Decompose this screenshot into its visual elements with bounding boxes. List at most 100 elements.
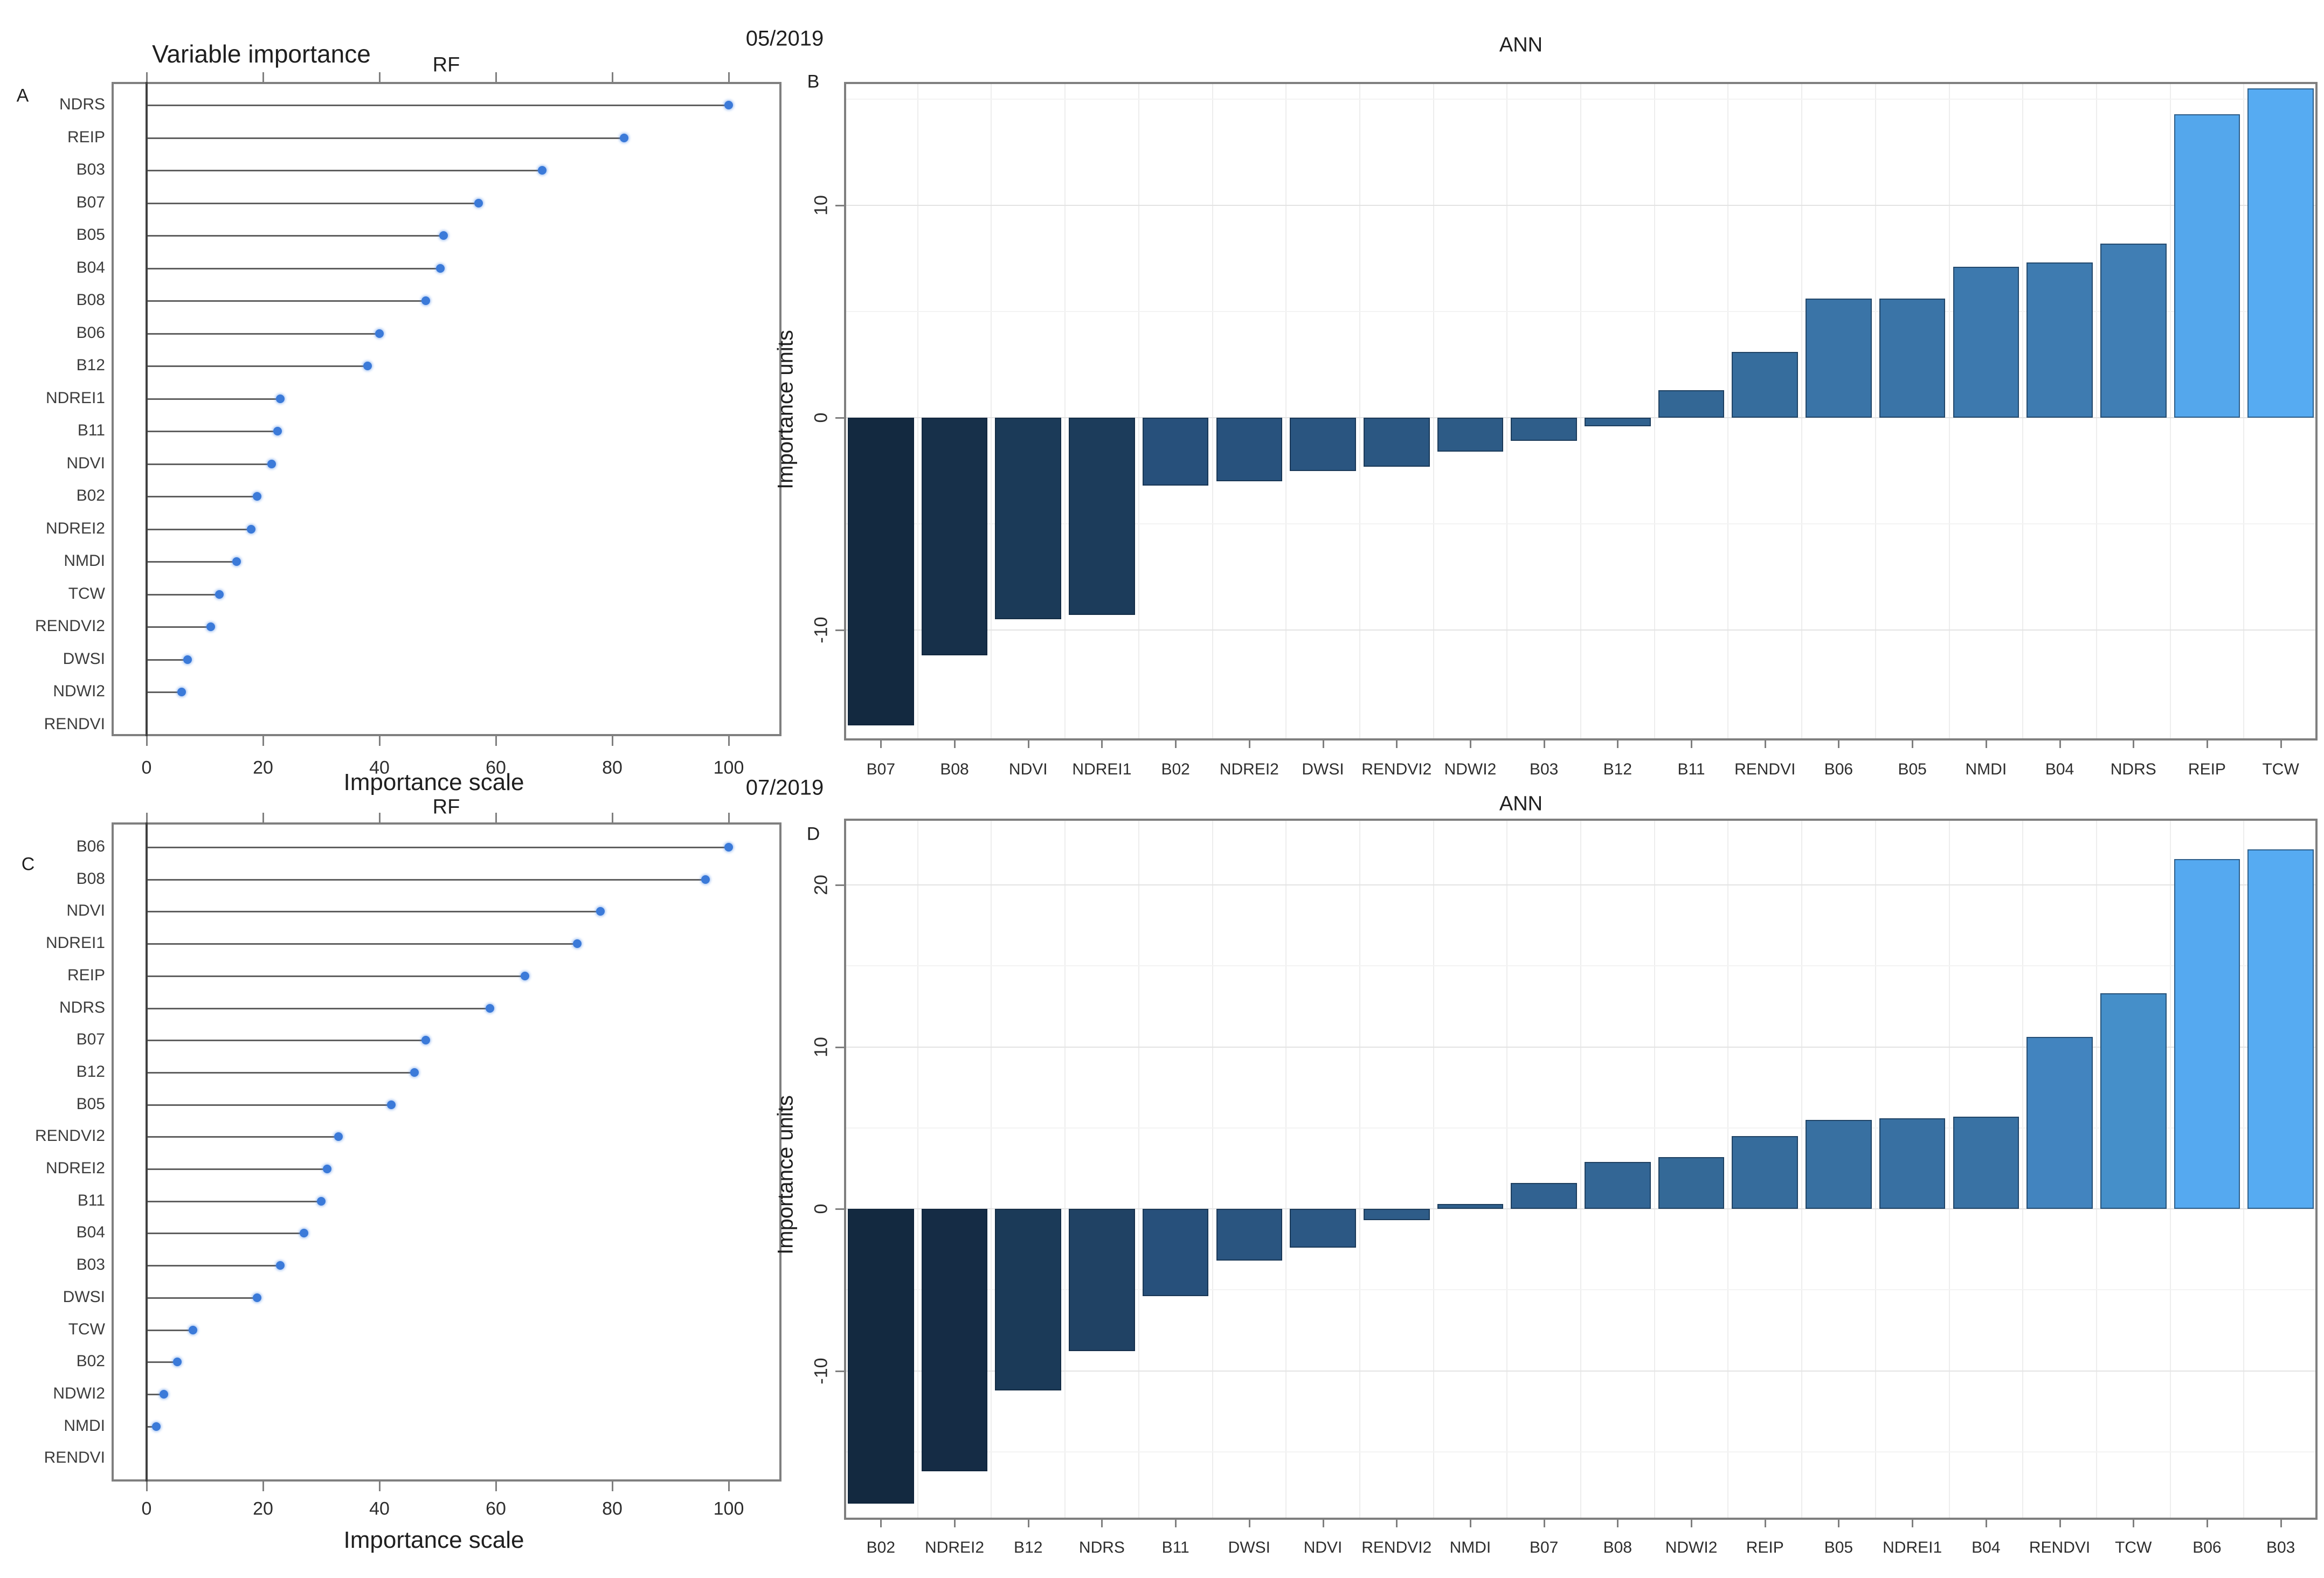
dot	[538, 166, 547, 175]
gridline-h	[846, 205, 2315, 206]
x-tick	[728, 813, 730, 822]
gridline-v	[2022, 821, 2024, 1518]
category-label: NMDI	[64, 552, 105, 570]
bar-category-label: RENDVI2	[1361, 760, 1432, 778]
x-tick	[146, 736, 148, 746]
bar-category-label: B02	[1161, 760, 1190, 778]
stem	[148, 1136, 336, 1138]
x-tick-label: 60	[486, 757, 506, 778]
x-tick	[1322, 1520, 1324, 1527]
x-tick	[1248, 1520, 1250, 1527]
x-tick	[379, 72, 381, 82]
gridline-v	[1727, 821, 1729, 1518]
bar-category-label: DWSI	[1228, 1539, 1271, 1556]
bar-category-label: B08	[1603, 1539, 1633, 1556]
y-tick	[835, 1208, 844, 1210]
dot	[273, 427, 282, 435]
bar-category-label: B05	[1824, 1539, 1853, 1556]
category-label: B12	[76, 1062, 105, 1081]
bar	[2174, 859, 2240, 1209]
date-label-bottom: 07/2019	[745, 776, 824, 800]
gridline-v	[1875, 821, 1876, 1518]
x-tick	[495, 813, 497, 822]
x-tick	[1322, 740, 1324, 748]
gridline-v	[1433, 84, 1434, 738]
y-tick	[835, 884, 844, 886]
bar	[921, 1209, 988, 1471]
x-tick	[1912, 740, 1914, 748]
gridline-v	[1580, 84, 1581, 738]
gridline-h	[846, 523, 2315, 524]
x-tick	[1469, 740, 1471, 748]
category-label: NDVI	[66, 902, 105, 920]
stem	[148, 1329, 190, 1331]
bar	[1806, 1119, 1872, 1209]
dot	[436, 264, 445, 273]
gridline-h	[846, 417, 2315, 418]
bar-category-label: NDRS	[1078, 1539, 1125, 1556]
bar-category-label: B03	[2266, 1539, 2295, 1556]
bar	[1953, 1116, 2019, 1209]
dot	[322, 1165, 331, 1173]
y-tick-label: 20	[811, 875, 832, 895]
stem	[148, 1071, 411, 1074]
stem	[148, 235, 440, 237]
gridline-v	[1948, 821, 1950, 1518]
gridline-v	[1506, 84, 1508, 738]
x-tick	[612, 72, 613, 82]
dot	[160, 1389, 169, 1399]
gridline-v	[1212, 84, 1213, 738]
bar-category-label: NDREI2	[1219, 760, 1279, 778]
bar	[848, 418, 914, 726]
bar-category-label: B03	[1529, 760, 1559, 778]
stem	[148, 1425, 154, 1428]
dot	[486, 1003, 495, 1013]
y-tick	[835, 1046, 844, 1048]
bar	[995, 1209, 1062, 1390]
gridline-v	[917, 821, 918, 1518]
y-tick-label: -10	[811, 1357, 832, 1385]
dot	[521, 971, 529, 980]
x-tick	[379, 736, 381, 746]
dot	[276, 1261, 285, 1270]
x-tick	[954, 740, 956, 748]
x-tick	[262, 1482, 264, 1491]
dot	[189, 1325, 198, 1334]
stem	[148, 943, 575, 945]
category-label: REIP	[67, 966, 105, 984]
x-tick	[262, 72, 264, 82]
bar-category-label: B12	[1014, 1539, 1043, 1556]
stem	[148, 496, 254, 497]
x-tick	[1764, 740, 1766, 748]
bar-category-label: NDVI	[1303, 1539, 1343, 1556]
bar-category-label: B04	[2045, 760, 2074, 778]
bar-category-label: NMDI	[1449, 1539, 1491, 1556]
dot	[724, 843, 733, 852]
dot	[253, 492, 262, 501]
dot	[299, 1229, 308, 1238]
y-tick	[835, 417, 844, 419]
bar	[1216, 1209, 1283, 1261]
x-tick	[1985, 1520, 1987, 1527]
gridline-v	[917, 84, 918, 738]
gridline-v	[1138, 84, 1139, 738]
bar	[995, 418, 1062, 620]
bar-category-label: TCW	[2262, 760, 2299, 778]
x-tick	[1543, 1520, 1545, 1527]
dot	[173, 1358, 182, 1367]
x-tick	[495, 736, 497, 746]
x-tick	[495, 1482, 497, 1491]
dot	[421, 296, 431, 305]
bar	[2026, 1037, 2093, 1209]
x-tick-label: 100	[713, 757, 744, 778]
panel-letter: D	[806, 823, 820, 845]
panel-title: ANN	[1499, 33, 1543, 57]
x-axis-title: Importance scale	[343, 769, 524, 795]
x-tick	[1027, 1520, 1029, 1527]
stem	[148, 528, 248, 530]
bar	[1363, 1209, 1430, 1221]
x-tick	[2280, 1520, 2282, 1527]
dot	[439, 231, 448, 240]
x-tick	[146, 1482, 148, 1491]
gridline-v	[2022, 84, 2024, 738]
